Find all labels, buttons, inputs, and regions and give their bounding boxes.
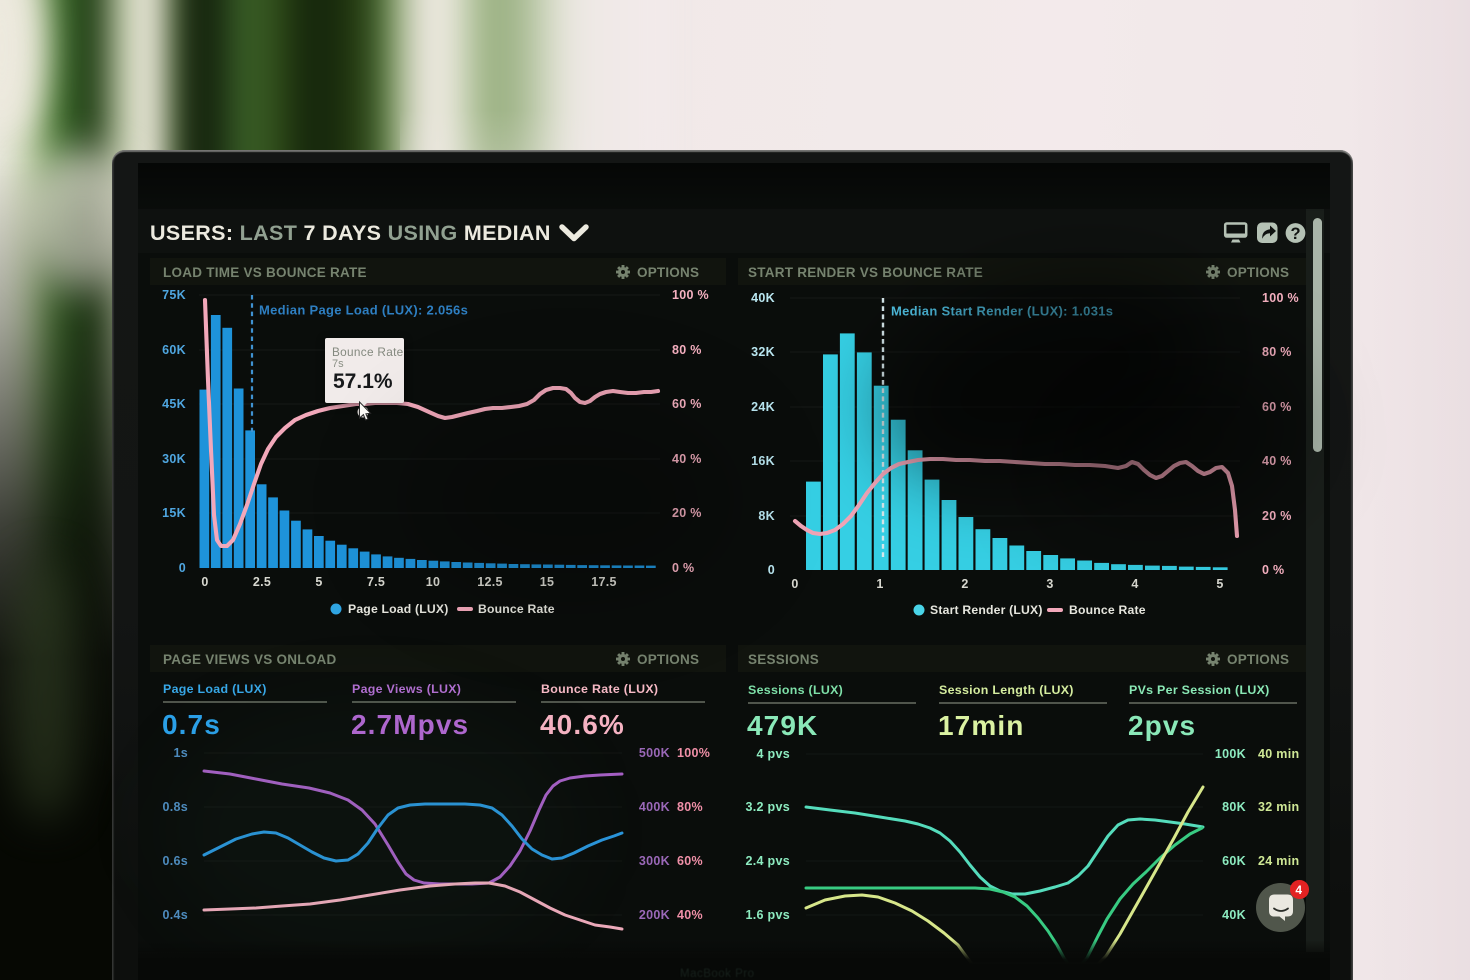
svg-text:?: ? bbox=[1290, 225, 1300, 243]
